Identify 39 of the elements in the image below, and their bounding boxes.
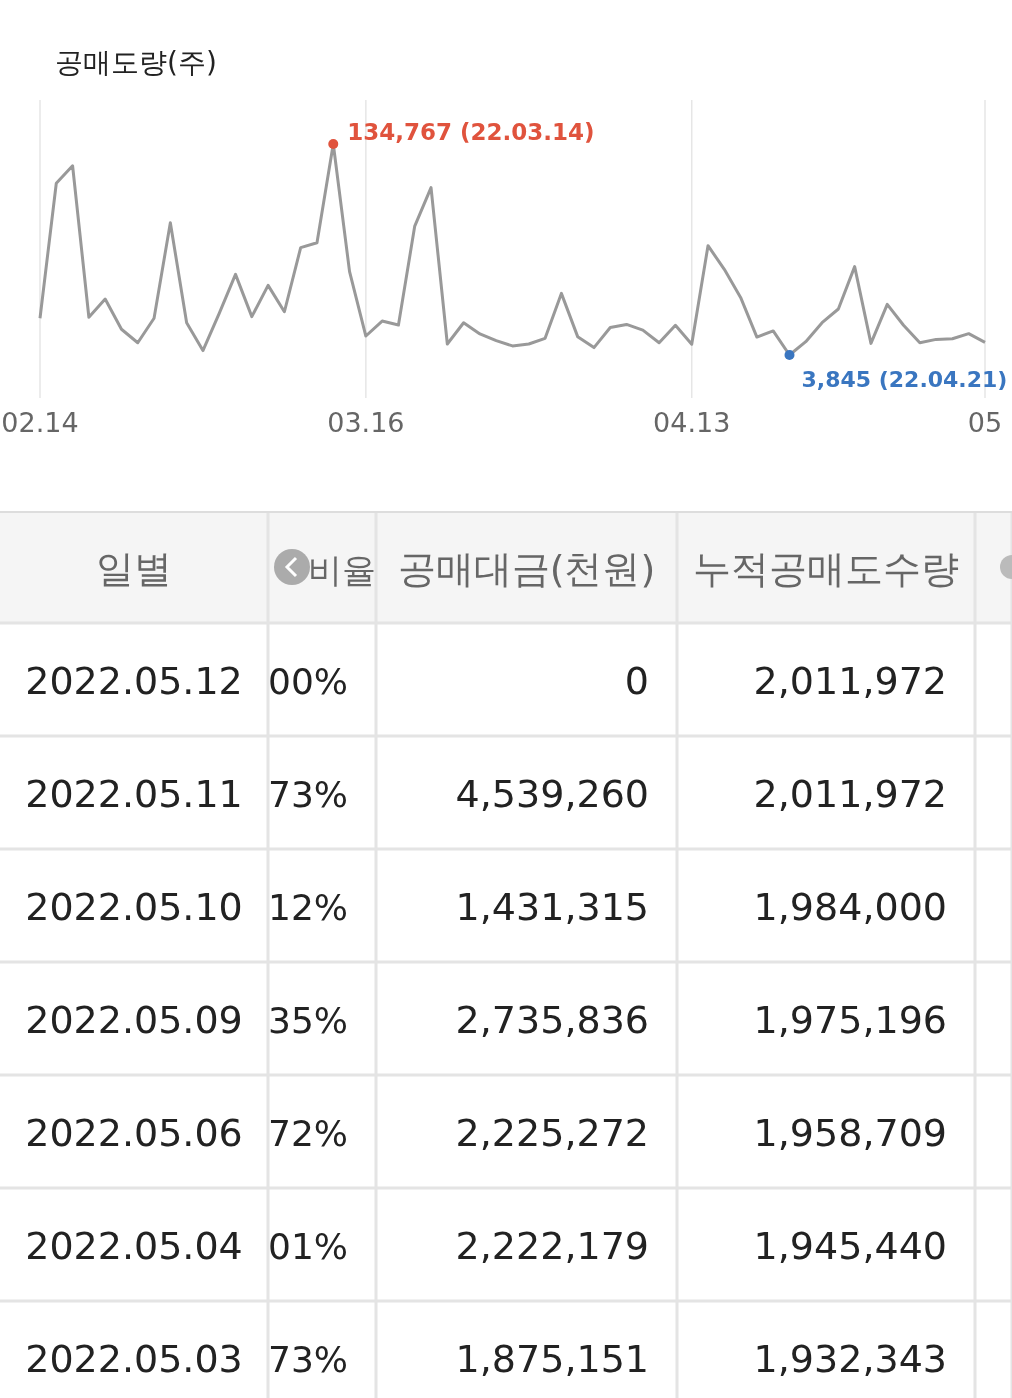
text: 1,984,000 [753, 884, 947, 929]
text: 2,011,972 [753, 658, 947, 703]
text: 01% [267, 1225, 348, 1267]
text: 2022.05.03 [25, 1336, 243, 1381]
y-axis-title: 공매도량(주) [55, 46, 217, 79]
text: 73% [267, 1338, 348, 1380]
text: 4,539,260 [455, 771, 649, 816]
category-label: 일별 [96, 546, 172, 591]
text: 2,225,272 [455, 1110, 649, 1155]
text: 2,011,972 [753, 771, 947, 816]
text: 1,945,440 [753, 1223, 947, 1268]
text: 2022.05.10 [25, 884, 243, 929]
x-tick-label: 02.14 [1, 407, 79, 438]
annotation: 134,767 (22.03.14) [347, 119, 595, 145]
text: 1,975,196 [753, 997, 947, 1042]
text: 2,735,836 [455, 997, 649, 1042]
text: 2022.05.06 [25, 1110, 243, 1155]
text: 2022.05.09 [25, 997, 243, 1042]
text: 1,875,151 [455, 1336, 649, 1381]
text: 1,958,709 [753, 1110, 947, 1155]
text: 73% [267, 773, 348, 815]
category-label: 누적공매도수량 [693, 546, 959, 591]
text: 3,845 (22.04.21) [801, 367, 1008, 392]
text: 2,222,179 [455, 1223, 649, 1268]
text: 12% [267, 886, 348, 928]
x-tick-label: 04.13 [653, 407, 731, 438]
text: 1,932,343 [753, 1336, 947, 1381]
text: 1,431,315 [455, 884, 649, 929]
text: 2022.05.12 [25, 658, 243, 703]
text: 0 [624, 658, 649, 703]
text: 2022.05.04 [25, 1223, 243, 1268]
text: 72% [267, 1112, 348, 1154]
category-label: 비율 [308, 549, 376, 590]
x-tick-label: 03.16 [327, 407, 405, 438]
x-tick-label: 05 [967, 407, 1003, 438]
text: 35% [267, 999, 348, 1041]
category-label: 공매대금(천원) [397, 546, 656, 591]
text: 00% [267, 660, 348, 702]
text: 2022.05.11 [25, 771, 243, 816]
